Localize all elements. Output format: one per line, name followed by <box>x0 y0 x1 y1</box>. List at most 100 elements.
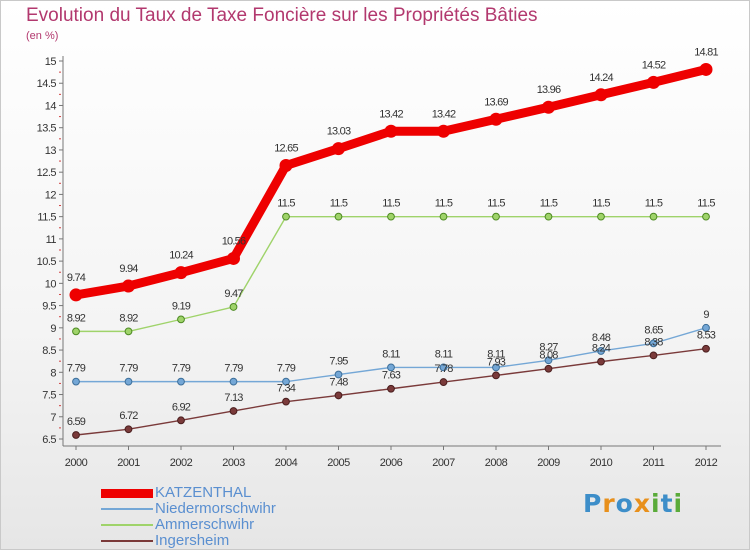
data-label: 11.5 <box>330 198 348 210</box>
y-tick-label: 10.5 <box>37 256 57 268</box>
data-point <box>437 124 450 138</box>
data-point <box>177 315 185 324</box>
y-tick-label: 12 <box>45 189 57 201</box>
y-tick-label: 9 <box>50 323 56 335</box>
x-tick-label: 2001 <box>117 457 140 469</box>
y-tick-label: 14 <box>45 100 57 112</box>
data-point <box>334 212 343 221</box>
data-label: 13.69 <box>484 96 508 108</box>
data-label: 11.5 <box>592 198 610 210</box>
data-label: 9.74 <box>67 272 86 284</box>
data-point <box>72 377 80 386</box>
data-label: 7.79 <box>119 363 138 375</box>
data-label: 7.34 <box>277 383 296 395</box>
y-tick-label: 10 <box>45 278 57 290</box>
y-tick-label: 14.5 <box>37 78 57 90</box>
data-label: 7.13 <box>224 392 243 404</box>
data-point <box>647 75 660 89</box>
data-point <box>282 212 290 221</box>
x-tick-label: 2009 <box>537 457 560 469</box>
x-tick-label: 2003 <box>222 457 245 469</box>
logo-letter: r <box>602 489 616 518</box>
legend-label: Ammerschwihr <box>155 516 255 533</box>
data-label: 7.95 <box>329 356 348 368</box>
data-point <box>72 431 80 439</box>
data-label: 8.92 <box>67 312 86 324</box>
data-label: 11.5 <box>382 198 400 210</box>
data-point <box>702 323 710 332</box>
data-point <box>124 377 133 386</box>
data-label: 7.78 <box>434 363 453 375</box>
data-label: 11.5 <box>435 198 453 210</box>
data-label: 8.92 <box>119 312 138 324</box>
x-tick-label: 2000 <box>65 457 88 469</box>
y-tick-label: 8 <box>50 367 56 379</box>
legend-swatch <box>101 524 153 526</box>
data-point <box>279 159 293 173</box>
data-point <box>177 377 185 386</box>
data-point <box>594 88 608 102</box>
data-label: 9.94 <box>119 263 138 275</box>
data-point <box>439 212 448 221</box>
data-label: 7.79 <box>172 363 191 375</box>
data-label: 13.96 <box>537 84 561 96</box>
data-label: 8.11 <box>382 348 400 360</box>
x-tick-label: 2010 <box>590 457 613 469</box>
data-label: 11.5 <box>697 198 715 210</box>
data-point <box>229 303 238 311</box>
y-tick-label: 11.5 <box>37 212 56 224</box>
x-tick-label: 2007 <box>432 457 455 469</box>
data-label: 8.27 <box>539 341 558 353</box>
data-point <box>387 212 395 221</box>
data-point <box>439 378 448 386</box>
data-point <box>649 212 658 221</box>
logo-letter: i <box>673 489 684 518</box>
data-point <box>542 100 555 114</box>
logo-letter: i <box>651 489 661 518</box>
data-label: 9.47 <box>224 288 243 300</box>
y-tick-label: 7.5 <box>42 390 56 402</box>
legend-label: Niedermorschwihr <box>155 500 276 517</box>
y-tick-label: 6.5 <box>42 434 56 446</box>
x-tick-label: 2004 <box>275 457 298 469</box>
data-point <box>702 344 710 353</box>
data-label: 8.11 <box>487 348 505 360</box>
data-point <box>334 370 343 379</box>
x-tick-label: 2011 <box>643 457 665 469</box>
data-label: 8.53 <box>697 330 716 342</box>
y-tick-label: 13.5 <box>37 123 57 135</box>
y-tick-label: 7 <box>50 412 56 424</box>
data-label: 6.59 <box>67 416 86 428</box>
y-tick-label: 13 <box>45 145 57 157</box>
data-point <box>544 212 553 221</box>
data-label: 8.65 <box>644 324 663 336</box>
data-point <box>597 212 605 221</box>
logo-letter: P <box>583 489 603 518</box>
data-point <box>489 112 503 126</box>
data-point <box>229 407 238 415</box>
data-label: 12.65 <box>274 143 298 155</box>
x-tick-label: 2002 <box>170 457 193 469</box>
data-label: 13.03 <box>327 126 351 138</box>
data-label: 9.19 <box>172 300 191 312</box>
data-point <box>72 327 80 336</box>
data-point <box>597 357 605 366</box>
data-label: 7.48 <box>329 376 348 388</box>
data-point <box>384 124 398 138</box>
data-point <box>387 384 395 393</box>
data-label: 10.56 <box>222 235 246 247</box>
proxiti-logo: Proxiti <box>583 489 683 518</box>
y-tick-label: 8.5 <box>42 345 56 357</box>
data-label: 11.5 <box>487 198 505 210</box>
data-point <box>544 356 553 365</box>
data-point <box>124 425 133 434</box>
data-point <box>124 327 133 336</box>
unit-label: (en %) <box>26 30 59 42</box>
x-tick-label: 2008 <box>485 457 508 469</box>
data-point <box>702 212 710 221</box>
chart-title: Evolution du Taux de Taxe Foncière sur l… <box>26 5 538 26</box>
data-point <box>282 397 290 406</box>
data-point <box>334 391 343 400</box>
x-tick-label: 2012 <box>695 457 718 469</box>
